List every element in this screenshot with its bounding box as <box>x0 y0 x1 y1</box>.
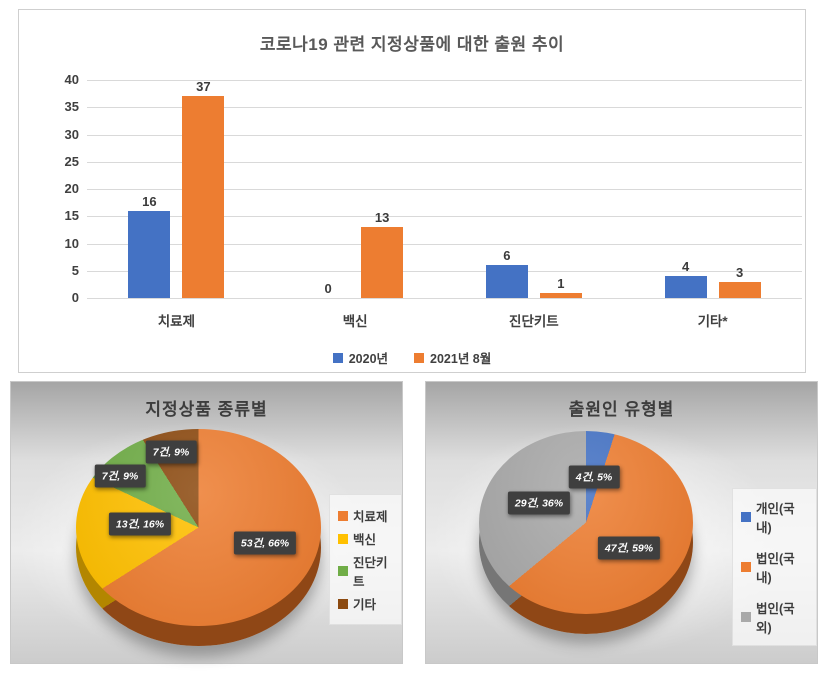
pie-data-label: 4건, 5% <box>568 465 620 489</box>
y-axis-tick: 20 <box>64 181 79 196</box>
bar-wrap-s1-c0: 37 <box>182 79 225 298</box>
gridline <box>87 107 802 109</box>
pie-applicants-legend: 개인(국내) 법인(국내) 법인(국외) <box>732 488 817 646</box>
legend-item: 기타 <box>338 594 393 613</box>
bar-value-label: 16 <box>142 193 157 209</box>
gridline <box>87 298 802 299</box>
gridline <box>87 161 802 163</box>
pie-data-label: 7건, 9% <box>145 440 197 464</box>
x-axis-label: 백신 <box>342 314 368 329</box>
y-axis-tick: 30 <box>64 126 79 142</box>
legend-swatch <box>741 612 751 622</box>
legend-swatch <box>414 352 425 363</box>
bar-s1-c0 <box>182 96 225 298</box>
bar-wrap-s1-c3: 3 <box>718 264 761 298</box>
bar-wrap-s1-c1: 13 <box>361 210 404 298</box>
bar-s0-c0 <box>128 210 171 298</box>
bar-x-axis-labels: 치료제 백신 진단키트 기타* <box>87 310 802 330</box>
bar-chart-legend: 2020년 2021년 8월 <box>19 348 805 367</box>
y-axis-tick: 0 <box>71 290 79 305</box>
y-axis-tick: 15 <box>64 208 79 224</box>
pie-data-label: 7건, 9% <box>94 464 146 488</box>
bar-s1-c3 <box>718 281 761 298</box>
pie-applicants-title: 출원인 유형별 <box>568 400 675 419</box>
y-axis-tick: 35 <box>64 99 79 115</box>
x-axis-label: 진단키트 <box>509 314 559 329</box>
pie-panel-product-types: 지정상품 종류별 53건, 66% 13건, 16% 7건, 9% 7건, 9% 치료… <box>10 381 403 664</box>
bar-wrap-s0-c2: 6 <box>485 248 528 298</box>
bar-value-label: 37 <box>196 79 211 95</box>
legend-swatch <box>332 352 343 363</box>
bar-chart-title: 코로나19 관련 지정상품에 대한 출원 추이 <box>259 35 565 54</box>
legend-swatch <box>338 510 348 521</box>
gridline <box>87 270 802 272</box>
bar-chart-plot-area: 0 5 10 15 20 25 30 35 40 16 37 0 13 6 1 4 3 <box>65 72 802 305</box>
legend-label: 백신 <box>353 533 377 547</box>
pie-panel-applicant-types: 출원인 유형별 4건, 5% 47건, 59% 29건, 36% 개인(국내) 법인(… <box>425 381 818 664</box>
bar-value-label: 6 <box>503 248 511 264</box>
y-axis-tick: 5 <box>71 262 79 278</box>
bar-value-label: 13 <box>374 210 390 226</box>
legend-label: 법인(국외) <box>756 602 795 635</box>
bar-wrap-s1-c2: 1 <box>539 275 582 298</box>
pie-applicants-chart: 4건, 5% 47건, 59% 29건, 36% <box>479 431 693 634</box>
legend-label: 치료제 <box>353 510 388 524</box>
legend-item: 법인(국외) <box>741 598 808 636</box>
pie-products-chart: 53건, 66% 13건, 16% 7건, 9% 7건, 9% <box>76 429 321 646</box>
legend-label: 진단키트 <box>353 556 388 589</box>
bar-wrap-s0-c0: 16 <box>128 193 171 298</box>
bar-group-0: 16 37 <box>87 79 266 298</box>
pie-products-title: 지정상품 종류별 <box>145 400 268 419</box>
legend-swatch <box>741 562 751 572</box>
bar-s0-c2 <box>485 265 528 298</box>
bar-value-label: 0 <box>324 281 332 296</box>
x-axis-label: 치료제 <box>157 314 195 329</box>
legend-item: 백신 <box>338 529 393 548</box>
legend-item: 2020년 <box>332 348 389 367</box>
bar-s1-c1 <box>361 227 404 298</box>
pie-data-label: 47건, 59% <box>597 536 661 560</box>
legend-swatch <box>741 512 751 522</box>
bar-chart-panel: 코로나19 관련 지정상품에 대한 출원 추이 0 5 10 15 20 25 30 35 40… <box>18 9 806 373</box>
legend-label: 기타 <box>353 598 377 612</box>
bar-group-1: 0 13 <box>266 80 445 298</box>
pie-surface <box>479 431 693 614</box>
bar-groups: 16 37 0 13 6 1 4 3 <box>87 79 802 298</box>
x-axis-label: 기타* <box>697 314 728 329</box>
legend-label: 법인(국내) <box>756 552 795 585</box>
legend-swatch <box>338 598 348 609</box>
y-axis-tick: 40 <box>64 72 79 87</box>
legend-item: 진단키트 <box>338 552 393 590</box>
legend-label: 개인(국내) <box>756 502 795 535</box>
legend-item: 2021년 8월 <box>414 348 491 367</box>
bar-value-label: 1 <box>557 275 565 291</box>
gridline <box>87 216 802 218</box>
y-axis-tick: 10 <box>64 235 79 251</box>
bar-value-label: 3 <box>736 264 744 280</box>
gridline <box>87 134 802 136</box>
bar-s1-c2 <box>539 292 582 298</box>
bar-wrap-s0-c3: 4 <box>664 259 707 298</box>
legend-swatch <box>338 566 348 576</box>
legend-item: 개인(국내) <box>741 498 808 536</box>
bar-s0-c3 <box>664 276 707 298</box>
legend-swatch <box>338 533 348 544</box>
bar-wrap-s0-c1: 0 <box>307 281 349 298</box>
pie-data-label: 53건, 66% <box>233 531 297 555</box>
gridline <box>87 243 802 245</box>
bar-value-label: 4 <box>682 259 690 275</box>
legend-label: 2021년 8월 <box>430 352 492 366</box>
gridline <box>87 80 802 81</box>
legend-item: 법인(국내) <box>741 548 808 586</box>
y-axis-tick: 25 <box>64 153 79 169</box>
pie-data-label: 29건, 36% <box>507 491 571 515</box>
pie-data-label: 13건, 16% <box>108 512 172 536</box>
legend-label: 2020년 <box>348 352 389 366</box>
gridline <box>87 189 802 190</box>
legend-item: 치료제 <box>338 506 393 525</box>
